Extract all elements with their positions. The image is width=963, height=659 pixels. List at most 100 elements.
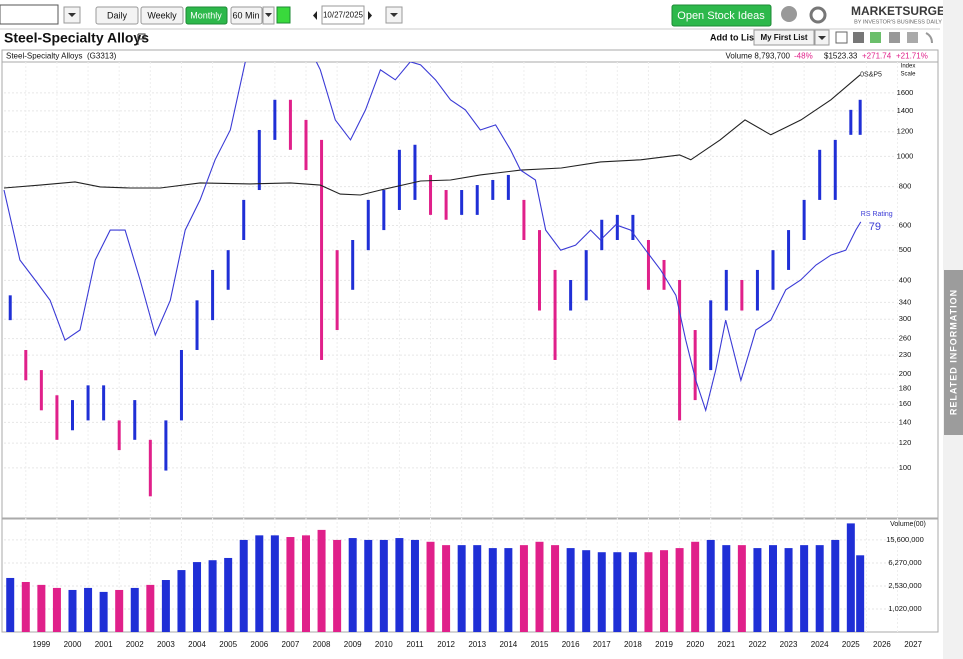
interval-button[interactable] — [95, 6, 139, 25]
volume-bar — [737, 545, 746, 632]
interval-button[interactable] — [185, 6, 228, 25]
volume-bar — [519, 545, 528, 632]
x-tick-label: 2013 — [468, 640, 486, 649]
volume-bar — [68, 589, 77, 632]
x-tick-label: 2025 — [842, 640, 860, 649]
volume-bar — [37, 584, 46, 632]
interval-label: Monthly — [190, 10, 222, 20]
price-bar — [164, 420, 168, 471]
volume-bar — [99, 591, 108, 632]
price-bar — [600, 219, 604, 251]
axis-label: Scale — [900, 72, 916, 78]
prev-arrow[interactable] — [313, 11, 317, 20]
toolbar-icon[interactable] — [925, 32, 933, 44]
volume-bar — [488, 548, 497, 632]
y-tick-label: 1400 — [897, 106, 914, 115]
volume-bar — [115, 589, 124, 632]
y-tick-label: 600 — [899, 220, 912, 229]
date: 10/27/2025 — [323, 11, 364, 20]
volume-bar — [473, 545, 482, 632]
price-bar — [102, 385, 106, 421]
x-tick-label: 2007 — [282, 640, 300, 649]
price-bar — [537, 230, 541, 311]
price-bar — [724, 269, 728, 311]
volume-bar — [317, 529, 326, 632]
price-bar — [117, 420, 121, 451]
line-series — [3, 74, 861, 196]
volume-bar — [301, 535, 310, 632]
toolbar-icon[interactable] — [870, 32, 881, 43]
price-bar — [491, 179, 495, 200]
volume-bar — [410, 539, 419, 632]
sidebar-tab[interactable] — [944, 270, 963, 435]
price-bar — [351, 239, 355, 290]
volume-bar — [504, 548, 513, 632]
interval-button[interactable] — [230, 6, 263, 25]
price-bar — [755, 269, 759, 311]
toolbar-icon[interactable] — [889, 32, 900, 43]
price-bar — [242, 199, 246, 240]
price-bar — [787, 230, 791, 270]
info-price: $1523.33 — [824, 52, 858, 61]
price-bar — [740, 279, 744, 311]
icon — [818, 36, 826, 40]
settings-icon[interactable] — [809, 6, 827, 24]
y-tick-label: 6,270,000 — [888, 558, 921, 567]
volume-panel — [1, 518, 939, 633]
x-tick-label: 2016 — [562, 640, 580, 649]
price-bar — [70, 400, 74, 431]
color-button[interactable] — [276, 6, 291, 24]
interval-button[interactable] — [140, 6, 184, 25]
alert-icon[interactable] — [781, 6, 797, 22]
y-tick-label: 140 — [899, 417, 912, 426]
x-tick-label: 2009 — [344, 640, 362, 649]
symbol-input[interactable] — [0, 4, 59, 25]
y-tick-label: 1000 — [897, 151, 914, 160]
toolbar-icon[interactable] — [853, 32, 864, 43]
volume-bar — [784, 548, 793, 632]
list-select[interactable] — [753, 29, 815, 46]
volume-bar — [255, 535, 264, 632]
y-tick-label: 200 — [899, 369, 912, 378]
axis-label: Index — [901, 64, 916, 70]
volume-bar — [613, 552, 622, 632]
price-bar — [475, 185, 479, 215]
x-tick-label: 2005 — [219, 640, 237, 649]
price-bar — [24, 349, 28, 381]
x-tick-label: 1999 — [32, 640, 50, 649]
info-volume-change: -48% — [794, 52, 813, 61]
price-bar — [320, 139, 324, 360]
add-to-list-label: Add to List: — [710, 32, 760, 42]
x-tick-label: 2017 — [593, 640, 611, 649]
y-tick-label: 1200 — [897, 127, 914, 136]
button-label: Open Stock Ideas — [677, 10, 765, 22]
open-ideas-button[interactable] — [671, 4, 772, 27]
volume-bar — [333, 539, 342, 632]
toolbar-icon[interactable] — [835, 31, 848, 44]
price-bar — [397, 149, 401, 210]
logo-subtitle: BY INVESTOR'S BUSINESS DAILY — [854, 19, 942, 25]
date-input[interactable] — [321, 5, 365, 25]
volume-bar — [395, 538, 404, 632]
price-bar — [678, 279, 682, 421]
plot-area — [3, 62, 862, 497]
price-bar — [86, 385, 90, 421]
volume-bar — [768, 545, 777, 632]
price-bar — [55, 395, 59, 440]
icon — [390, 13, 398, 17]
price-bar — [8, 295, 12, 321]
volume-bar — [270, 535, 279, 632]
flag-icon[interactable] — [137, 33, 146, 45]
volume-bar — [426, 541, 435, 632]
toolbar-icon[interactable] — [907, 32, 918, 43]
price-bar — [273, 99, 277, 140]
next-arrow[interactable] — [368, 11, 372, 20]
price-bar — [802, 199, 806, 240]
y-tick-label: 1,020,000 — [888, 604, 921, 613]
y-tick-label: 400 — [899, 275, 912, 284]
interval-label: 60 Min — [232, 10, 259, 20]
volume-bar — [348, 538, 357, 632]
volume-bar — [6, 577, 15, 632]
price-bar — [506, 174, 510, 200]
